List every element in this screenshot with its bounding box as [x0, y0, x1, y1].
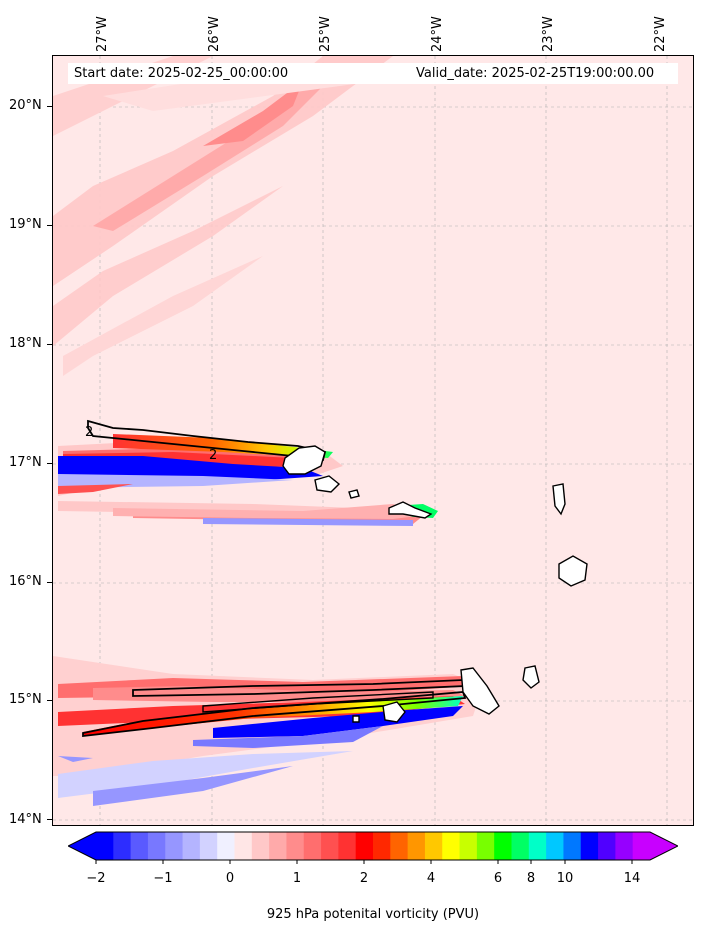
lat-tick [47, 225, 52, 226]
colorbar-cell [528, 832, 547, 860]
colorbar-cell [580, 832, 599, 860]
colorbar-cell [355, 832, 374, 860]
colorbar-tick-label: 8 [526, 871, 536, 886]
lon-label-22w: 22°W [653, 16, 668, 52]
colorbar-tick-label: 4 [426, 871, 436, 886]
lat-label-19n: 19°N [9, 217, 42, 232]
contour-label: 2 [209, 448, 217, 463]
band-15n [53, 656, 483, 806]
colorbar-cell [407, 832, 426, 860]
colorbar-cell [234, 832, 253, 860]
colorbar-cell [113, 832, 132, 860]
colorbar-cell [511, 832, 530, 860]
lat-tick [47, 344, 52, 345]
valid-date-text: Valid_date: 2025-02-25T19:00:00.00 [416, 66, 655, 81]
island-fogo [382, 701, 406, 723]
lat-label-17n: 17°N [9, 455, 42, 470]
colorbar-cell [598, 832, 616, 860]
island-maio [522, 665, 540, 689]
colorbar-tick-label: −1 [153, 871, 173, 886]
colorbar-cell [563, 832, 582, 860]
colorbar-title: 925 hPa potenital vorticity (PVU) [266, 907, 480, 922]
lon-label-26w: 26°W [207, 16, 222, 52]
lon-label-24w: 24°W [430, 16, 445, 52]
colorbar-tick-label: 1 [292, 871, 302, 886]
lat-label-20n: 20°N [9, 98, 42, 113]
colorbar-cell [199, 832, 218, 860]
colorbar-tick-label: 6 [493, 871, 503, 886]
island-santa-luzia [348, 489, 360, 499]
colorbar-cell [251, 832, 270, 860]
northern-streaks [53, 56, 413, 376]
island-santo-antao [282, 445, 326, 475]
lat-label-15n: 15°N [9, 692, 42, 707]
gridlines [53, 56, 693, 825]
colorbar-tick-label: 0 [225, 871, 235, 886]
lat-tick [47, 819, 52, 820]
colorbar-tick-label: 10 [556, 871, 574, 886]
lon-label-27w: 27°W [95, 16, 110, 52]
lon-label-23w: 23°W [541, 16, 556, 52]
colorbar-cell [130, 832, 149, 860]
colorbar-cell [217, 832, 236, 860]
colorbar-extend-low [68, 832, 96, 860]
island-boa-vista [558, 555, 588, 587]
colorbar-cell [147, 832, 166, 860]
colorbar-cell [546, 832, 565, 860]
colorbar-cell [390, 832, 409, 860]
lat-tick [47, 463, 52, 464]
colorbar-tick-label: 2 [359, 871, 369, 886]
colorbar-extend-high [650, 832, 678, 860]
colorbar [68, 831, 678, 864]
colorbar-cell [269, 832, 288, 860]
colorbar-cell [338, 832, 357, 860]
island-brava [352, 715, 360, 723]
colorbar-cell [615, 832, 634, 860]
colorbar-cell [632, 832, 651, 860]
lat-tick [47, 700, 52, 701]
colorbar-cell [373, 832, 391, 860]
info-box [68, 63, 678, 84]
lat-label-16n: 16°N [9, 574, 42, 589]
pv-field-map: 2 2 [53, 56, 693, 825]
colorbar-cell [442, 832, 461, 860]
lat-label-14n: 14°N [9, 812, 42, 827]
island-santiago [460, 667, 500, 715]
colorbar-cell [321, 832, 339, 860]
colorbar-tick-label: 14 [623, 871, 641, 886]
colorbar-cell [424, 832, 443, 860]
contour-label: 2 [85, 425, 93, 440]
colorbar-cell [96, 832, 114, 860]
colorbar-cell [303, 832, 322, 860]
colorbar-cell [459, 832, 478, 860]
colorbar-cell [286, 832, 305, 860]
lat-tick [47, 582, 52, 583]
island-sao-vicente [314, 475, 341, 493]
island-sao-nicolau [388, 501, 433, 519]
start-date-text: Start date: 2025-02-25_00:00:00 [74, 66, 289, 81]
colorbar-cell [494, 832, 513, 860]
lat-label-18n: 18°N [9, 336, 42, 351]
colorbar-cell [165, 832, 184, 860]
lon-label-25w: 25°W [318, 16, 333, 52]
islands [282, 445, 588, 723]
colorbar-cell [182, 832, 201, 860]
band-16-6n [113, 504, 433, 519]
colorbar-tick-label: −2 [86, 871, 106, 886]
island-sal [552, 483, 566, 516]
colorbar-cell [476, 832, 495, 860]
lat-tick [47, 106, 52, 107]
map-panel: 2 2 [52, 55, 694, 826]
